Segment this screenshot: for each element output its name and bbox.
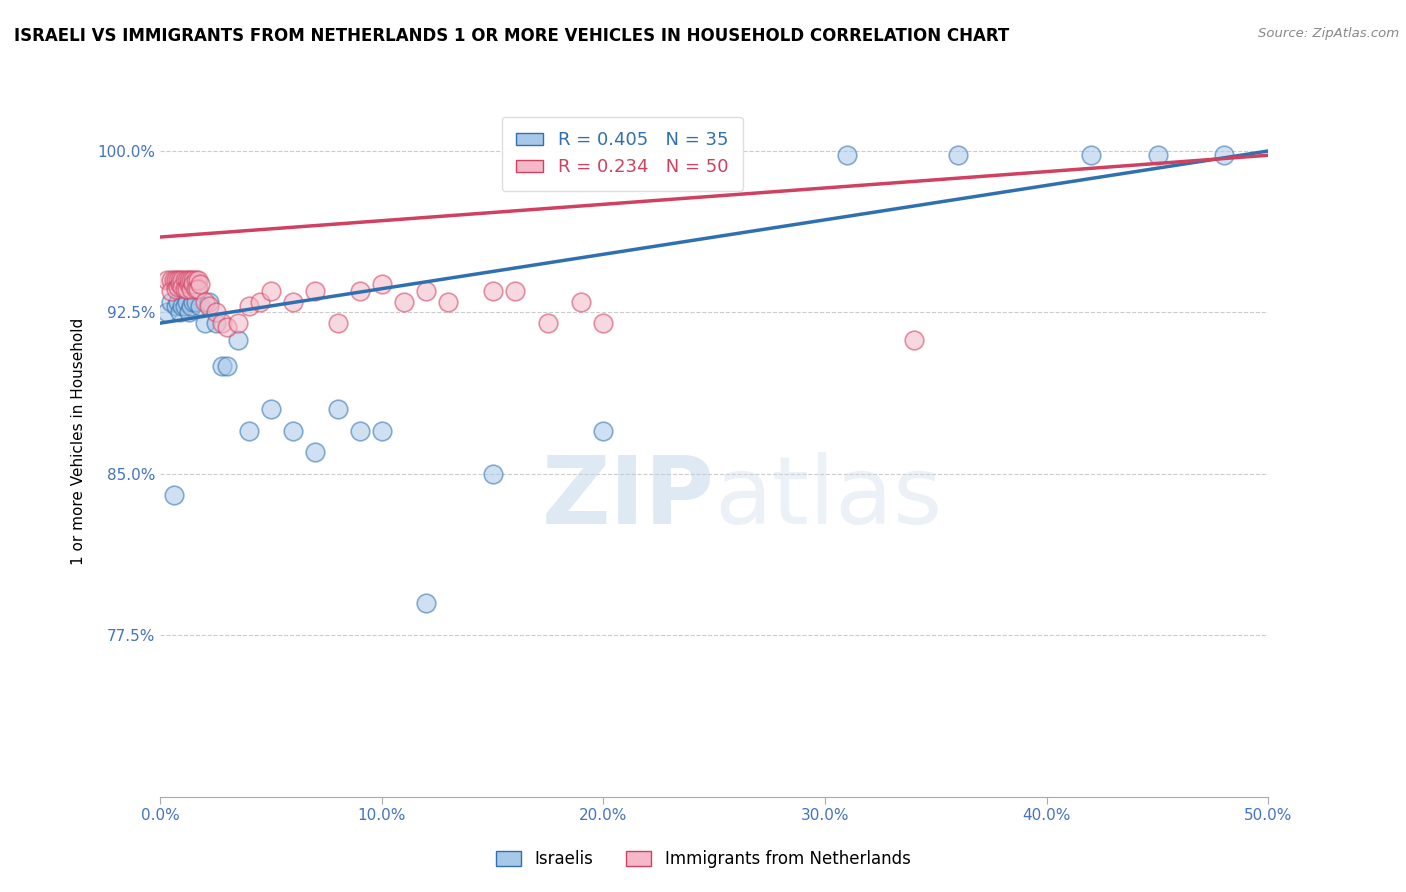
Point <box>249 294 271 309</box>
Point <box>183 294 205 309</box>
Point <box>160 284 183 298</box>
Point <box>304 445 326 459</box>
Point <box>260 402 283 417</box>
Point <box>204 316 226 330</box>
Legend: R = 0.405   N = 35, R = 0.234   N = 50: R = 0.405 N = 35, R = 0.234 N = 50 <box>502 117 742 191</box>
Point <box>415 596 437 610</box>
Point <box>503 284 526 298</box>
Legend: Israelis, Immigrants from Netherlands: Israelis, Immigrants from Netherlands <box>489 844 917 875</box>
Point <box>160 273 183 287</box>
Point <box>156 305 179 319</box>
Text: atlas: atlas <box>714 452 942 544</box>
Point <box>184 273 207 287</box>
Point <box>226 334 249 348</box>
Point <box>304 284 326 298</box>
Point <box>165 273 187 287</box>
Point <box>1080 148 1102 162</box>
Point <box>371 424 394 438</box>
Point <box>211 359 233 374</box>
Point <box>177 305 200 319</box>
Point <box>167 273 190 287</box>
Point <box>415 284 437 298</box>
Point <box>283 294 305 309</box>
Point <box>198 294 221 309</box>
Point <box>198 299 221 313</box>
Point <box>176 273 198 287</box>
Point <box>184 282 207 296</box>
Point <box>592 316 614 330</box>
Point <box>180 282 202 296</box>
Point <box>160 294 183 309</box>
Point <box>481 467 503 481</box>
Point <box>156 273 179 287</box>
Point <box>172 299 194 313</box>
Point <box>169 277 191 292</box>
Point <box>184 294 207 309</box>
Point <box>188 277 211 292</box>
Point <box>169 273 191 287</box>
Point <box>165 299 187 313</box>
Point <box>176 294 198 309</box>
Y-axis label: 1 or more Vehicles in Household: 1 or more Vehicles in Household <box>72 318 86 566</box>
Point <box>371 277 394 292</box>
Point <box>283 424 305 438</box>
Point <box>173 299 195 313</box>
Point <box>392 294 415 309</box>
Point <box>177 277 200 292</box>
Point <box>1146 148 1168 162</box>
Point <box>481 284 503 298</box>
Point <box>537 316 560 330</box>
Point <box>167 279 190 293</box>
Point <box>437 294 460 309</box>
Point <box>349 284 371 298</box>
Point <box>326 402 349 417</box>
Point <box>215 320 238 334</box>
Point <box>193 316 215 330</box>
Point <box>165 282 187 296</box>
Point <box>204 305 226 319</box>
Point <box>215 359 238 374</box>
Point <box>177 273 200 287</box>
Point <box>173 273 195 287</box>
Point <box>211 316 233 330</box>
Point <box>903 334 925 348</box>
Point <box>1213 148 1236 162</box>
Text: Source: ZipAtlas.com: Source: ZipAtlas.com <box>1258 27 1399 40</box>
Point <box>180 299 202 313</box>
Point <box>162 273 184 287</box>
Point <box>226 316 249 330</box>
Point <box>172 273 194 287</box>
Point <box>238 424 260 438</box>
Point <box>183 273 205 287</box>
Text: ZIP: ZIP <box>541 452 714 544</box>
Point <box>173 282 195 296</box>
Point <box>260 284 283 298</box>
Point <box>946 148 969 162</box>
Point <box>188 299 211 313</box>
Point <box>349 424 371 438</box>
Text: ISRAELI VS IMMIGRANTS FROM NETHERLANDS 1 OR MORE VEHICLES IN HOUSEHOLD CORRELATI: ISRAELI VS IMMIGRANTS FROM NETHERLANDS 1… <box>14 27 1010 45</box>
Point <box>180 273 202 287</box>
Point <box>167 294 190 309</box>
Point <box>238 299 260 313</box>
Point <box>187 282 209 296</box>
Point <box>172 279 194 293</box>
Point <box>162 488 184 502</box>
Point <box>169 305 191 319</box>
Point <box>187 273 209 287</box>
Point <box>592 424 614 438</box>
Point <box>569 294 592 309</box>
Point <box>326 316 349 330</box>
Point <box>183 277 205 292</box>
Point <box>176 282 198 296</box>
Point <box>837 148 859 162</box>
Point <box>193 294 215 309</box>
